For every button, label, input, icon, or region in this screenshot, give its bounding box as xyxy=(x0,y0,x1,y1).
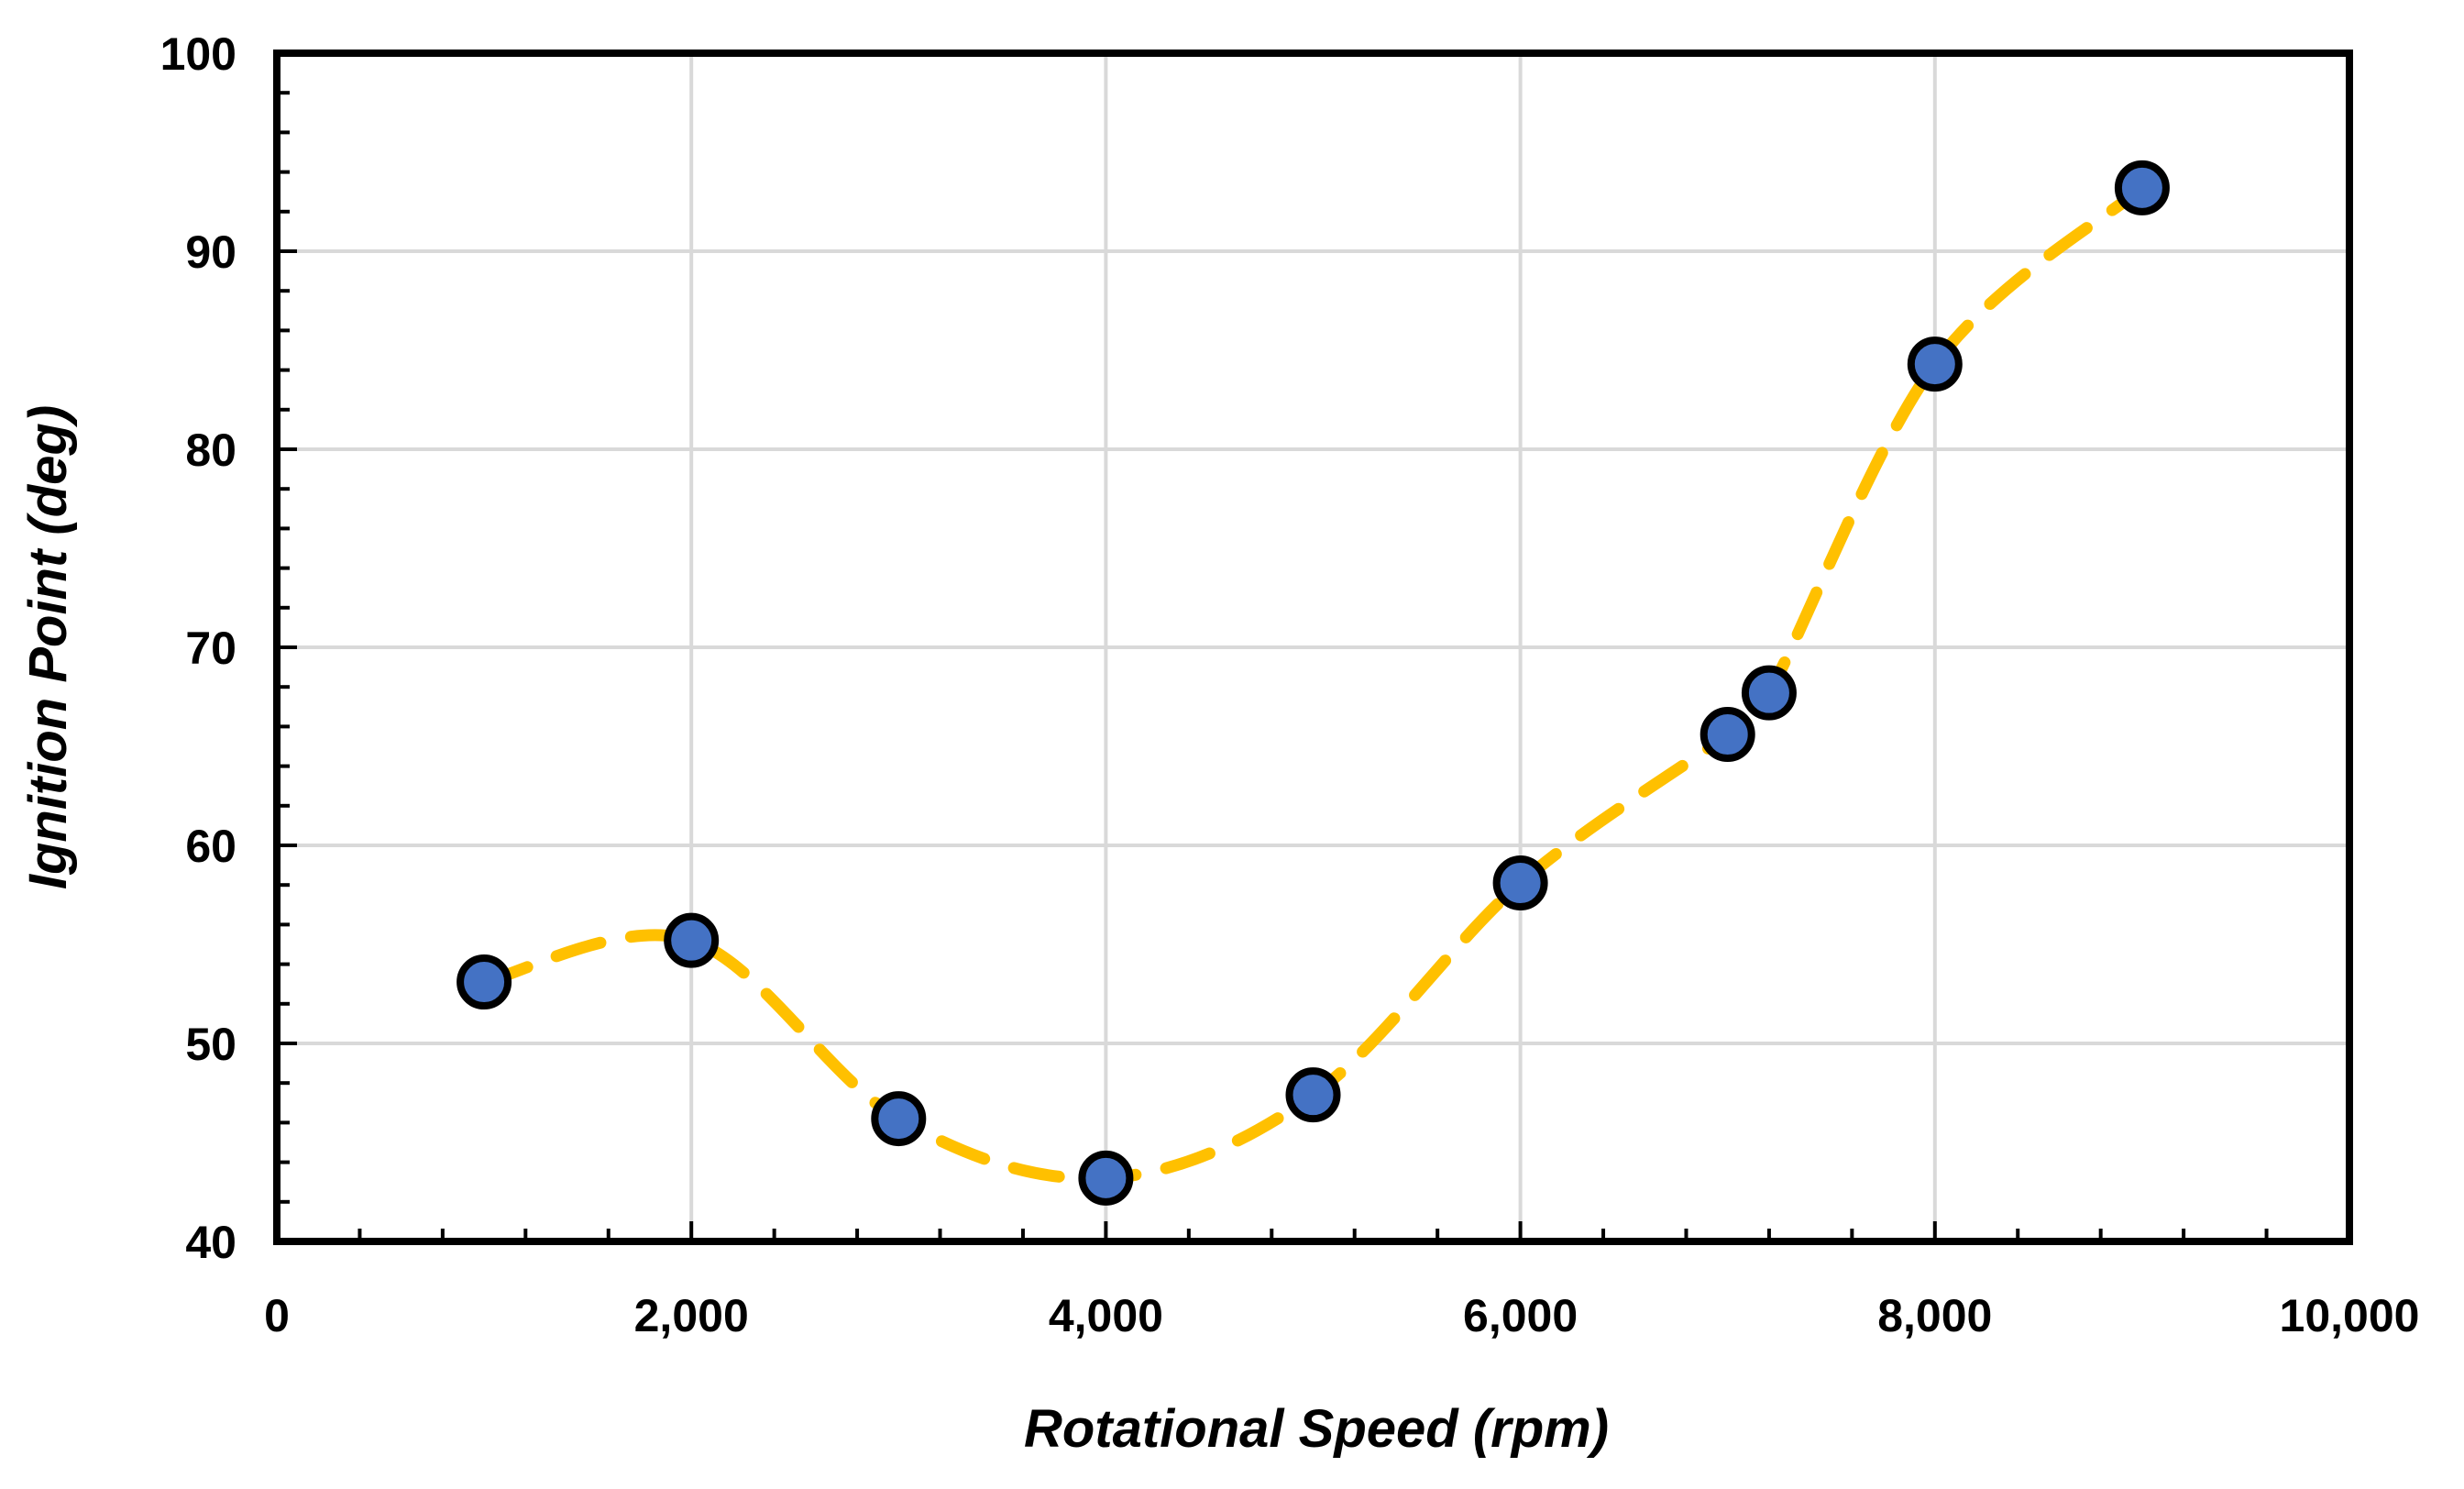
y-axis-title: Ignition Point (deg) xyxy=(18,405,78,889)
y-tick-label: 50 xyxy=(185,1019,236,1070)
data-point xyxy=(2114,160,2170,215)
y-tick-label: 70 xyxy=(185,623,236,674)
data-point xyxy=(1285,1067,1341,1123)
grid-lines xyxy=(277,53,2349,1241)
y-tick-label: 40 xyxy=(185,1217,236,1268)
x-axis-title: Rotational Speed (rpm) xyxy=(1024,1399,1609,1459)
y-tick-label: 100 xyxy=(160,28,236,80)
trend-curve xyxy=(478,182,2149,1185)
data-point xyxy=(456,954,512,1010)
x-tick-label: 6,000 xyxy=(1463,1290,1578,1341)
y-tick-label: 60 xyxy=(185,821,236,872)
data-point xyxy=(1492,855,1548,911)
x-tick-label: 0 xyxy=(264,1290,290,1341)
data-points xyxy=(456,160,2170,1206)
x-tick-label: 10,000 xyxy=(2280,1290,2420,1341)
x-tick-label: 8,000 xyxy=(1877,1290,1992,1341)
y-tick-label: 90 xyxy=(185,226,236,278)
axis-ticks xyxy=(275,51,2351,1243)
x-tick-label: 4,000 xyxy=(1049,1290,1163,1341)
y-tick-label: 80 xyxy=(185,425,236,476)
data-point xyxy=(664,912,720,968)
data-point xyxy=(1741,665,1797,721)
x-tick-label: 2,000 xyxy=(634,1290,749,1341)
data-point xyxy=(1907,336,1963,392)
data-point xyxy=(871,1091,927,1147)
data-point xyxy=(1078,1150,1134,1206)
tick-labels: 0 2,000 4,000 6,000 8,000 10,000 40 50 60 70 80 90 1… xyxy=(160,28,2420,1341)
trend-curve-layer xyxy=(478,182,2149,1185)
data-point xyxy=(1700,707,1755,763)
